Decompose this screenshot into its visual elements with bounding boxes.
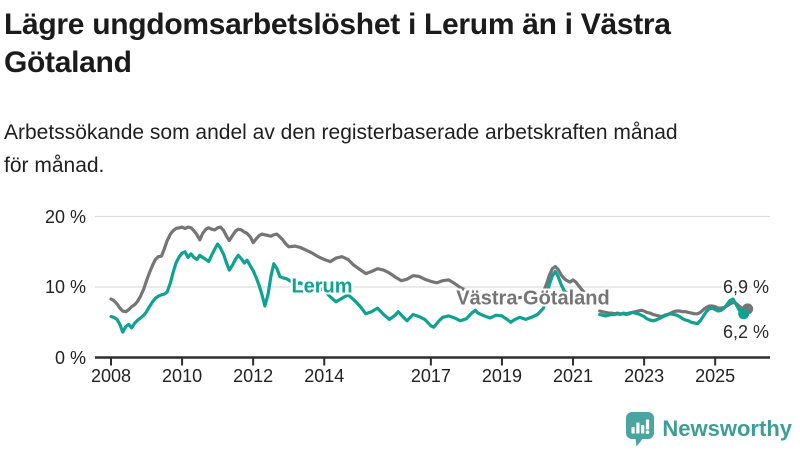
- y-tick-label: 10 %: [44, 277, 86, 297]
- y-tick-label: 0 %: [54, 347, 86, 368]
- x-tick-label: 2014: [304, 366, 345, 386]
- x-tick-label: 2023: [624, 366, 665, 386]
- series-line-lerum: [109, 242, 590, 334]
- end-value-label-lerum: 6,2 %: [723, 322, 770, 342]
- page-title: Lägre ungdomsarbetslöshet i Lerum än i V…: [4, 6, 671, 82]
- x-tick-label: 2008: [90, 366, 132, 386]
- x-tick-label: 2012: [233, 366, 274, 386]
- chart-subtitle-line-2: för månad.: [4, 154, 105, 177]
- y-tick-label: 20 %: [44, 206, 86, 227]
- end-value-label-vastra-gotaland: 6,9 %: [723, 277, 770, 297]
- end-dot-lerum: [738, 308, 750, 320]
- series-label-lerum: Lerum: [291, 275, 353, 298]
- page-title-line-1: Lägre ungdomsarbetslöshet i Lerum än i V…: [4, 8, 671, 41]
- newsworthy-logo-icon: [626, 411, 655, 446]
- newsworthy-logo[interactable]: Newsworthy: [626, 411, 792, 447]
- x-tick-label: 2017: [410, 366, 451, 386]
- newsworthy-logo-text: Newsworthy: [662, 416, 792, 441]
- series-line-lerum: [598, 297, 747, 326]
- x-tick-label: 2025: [695, 366, 736, 386]
- page-title-line-2: Götaland: [4, 46, 132, 79]
- chart-subtitle: Arbetssökande som andel av den registerb…: [4, 116, 678, 182]
- series-line-vastra-gotaland: [109, 225, 590, 314]
- x-tick-label: 2019: [481, 366, 522, 386]
- series-label-vastra-gotaland: Västra Götaland: [456, 287, 610, 310]
- chart-subtitle-line-1: Arbetssökande som andel av den registerb…: [4, 121, 678, 144]
- x-tick-label: 2021: [552, 366, 594, 386]
- x-tick-label: 2010: [162, 366, 203, 386]
